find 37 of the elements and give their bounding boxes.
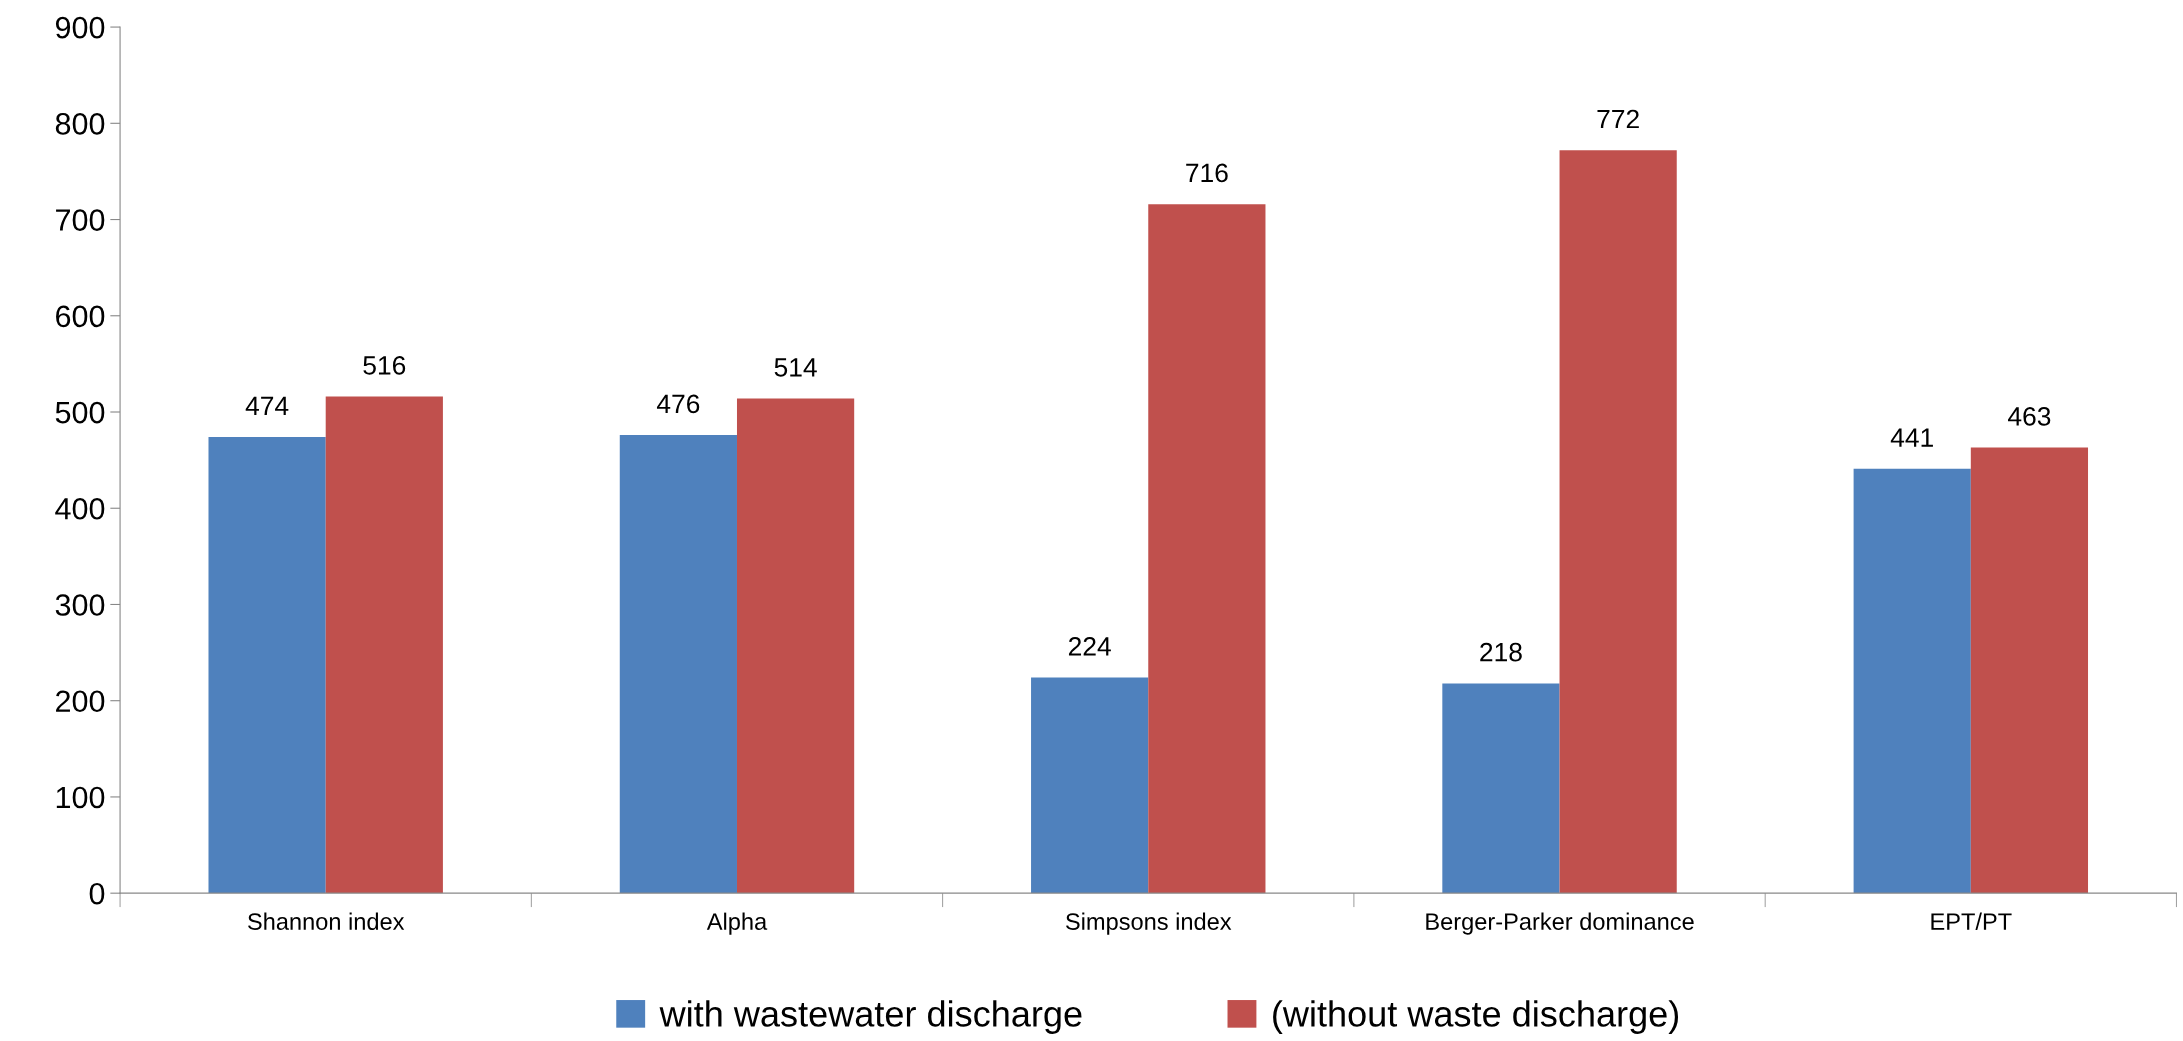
x-tick-label: Shannon index <box>248 912 405 930</box>
x-tick-label: EPT/PT <box>1931 912 2012 930</box>
legend-label: with wastewater discharge <box>659 1000 1082 1034</box>
data-label: 476 <box>656 394 700 414</box>
y-tick-label: 300 <box>55 594 105 616</box>
data-label: 224 <box>1068 637 1111 656</box>
y-tick-label: 200 <box>56 690 105 713</box>
data-label: 514 <box>774 358 817 377</box>
bar <box>1031 677 1149 894</box>
y-tick-label: 400 <box>55 497 105 520</box>
x-tick-label: Berger-Parker dominance <box>1426 912 1694 935</box>
y-tick-label: 100 <box>56 786 105 809</box>
data-label: 716 <box>1186 163 1228 183</box>
y-tick-label: 900 <box>55 16 105 39</box>
y-tick-label: 700 <box>56 209 105 231</box>
data-label: 218 <box>1480 642 1522 662</box>
y-tick-label: 0 <box>89 882 105 905</box>
bar <box>325 396 443 894</box>
data-label: 772 <box>1597 109 1639 129</box>
bar <box>736 398 855 894</box>
y-tick-label: 800 <box>55 113 105 135</box>
bar <box>1970 447 2089 894</box>
bar <box>1559 150 1677 894</box>
data-label: 516 <box>363 356 406 375</box>
y-tick-label: 500 <box>55 401 105 424</box>
data-label: 463 <box>2008 407 2051 426</box>
bar <box>208 437 326 894</box>
x-tick-label: Alpha <box>706 912 768 935</box>
bar <box>619 435 737 894</box>
bar <box>1148 204 1266 894</box>
data-label: 474 <box>245 396 289 415</box>
data-label: 441 <box>1890 428 1933 447</box>
bar <box>1442 683 1560 894</box>
y-tick-label: 600 <box>56 305 105 328</box>
legend-label: (without waste discharge) <box>1273 1000 1679 1034</box>
x-tick-label: Simpsons index <box>1066 912 1232 935</box>
bar <box>1853 468 1971 894</box>
